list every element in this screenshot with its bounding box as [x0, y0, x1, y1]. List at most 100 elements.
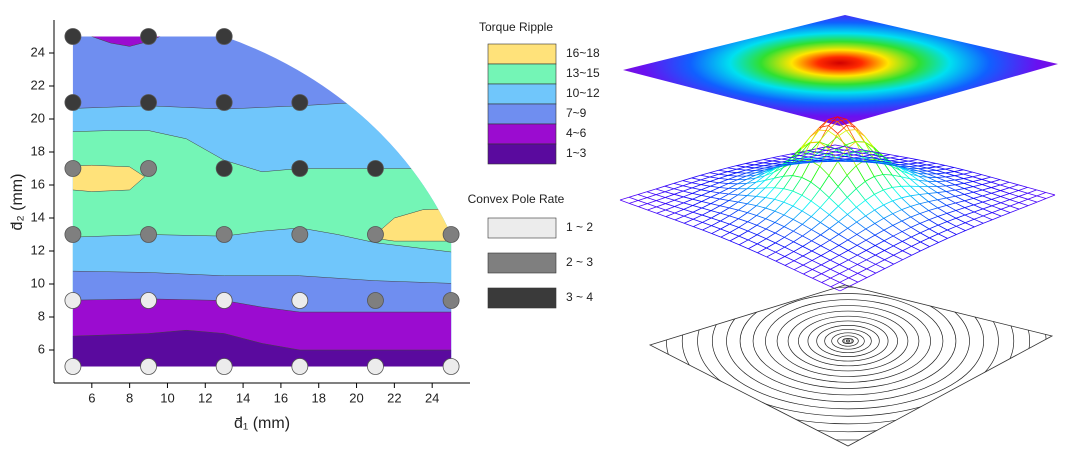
legend-label: 13~15: [566, 66, 600, 80]
mesh-line: [982, 205, 993, 210]
mesh-line: [728, 194, 739, 201]
data-point: [64, 358, 82, 375]
mesh-line: [883, 213, 893, 219]
mesh-line: [865, 200, 875, 211]
mesh-line: [982, 198, 992, 203]
mesh-line: [864, 141, 874, 148]
mesh-line: [899, 160, 909, 163]
mesh-line: [908, 160, 918, 164]
mesh-line: [863, 161, 873, 164]
mesh-line: [945, 176, 955, 181]
mesh-line: [991, 196, 1001, 200]
mesh-line: [838, 214, 848, 222]
mesh-line: [693, 226, 703, 231]
legend-title: Torque Ripple: [479, 20, 553, 34]
mesh-line: [756, 228, 767, 236]
mesh-line: [920, 237, 930, 243]
mesh-line: [827, 136, 838, 146]
mesh-line: [784, 241, 794, 248]
mesh-line: [935, 166, 946, 170]
mesh-line: [701, 207, 712, 211]
mesh-line: [855, 129, 865, 137]
mesh-line: [973, 197, 983, 203]
mesh-line: [891, 187, 902, 199]
mesh-line: [783, 175, 793, 189]
legend: 16~18 13~15 10~12 7~9 4~6 1~3 1 ~ 2 2 ~ 3 3 ~ 4: [487, 43, 600, 309]
mesh-line: [819, 141, 829, 150]
mesh-line: [947, 234, 957, 239]
mesh-line: [848, 254, 858, 261]
mesh-line: [1009, 205, 1020, 210]
mesh-line: [793, 264, 804, 271]
mesh-line: [802, 223, 812, 230]
mesh-line: [784, 265, 795, 271]
mesh-line: [774, 226, 785, 234]
mesh-line: [757, 252, 767, 258]
mesh-line: [880, 152, 891, 156]
mesh-line: [754, 164, 764, 167]
mesh-line: [683, 198, 693, 204]
mesh-line: [838, 227, 848, 235]
mesh-line: [764, 177, 775, 189]
mesh-line: [880, 155, 891, 159]
mesh-line: [881, 158, 891, 162]
mesh-line: [991, 205, 1002, 210]
mesh-line: [892, 220, 903, 226]
mesh-line: [684, 222, 694, 227]
mesh-line: [911, 232, 921, 238]
mesh-line: [791, 147, 802, 158]
mesh-line: [945, 180, 956, 186]
mesh-line: [848, 273, 858, 279]
mesh-line: [828, 133, 839, 150]
mesh-line: [817, 151, 827, 155]
mesh-line: [720, 212, 730, 217]
mesh-line: [830, 286, 841, 292]
mesh-line: [747, 224, 758, 232]
mesh-line: [846, 197, 857, 208]
y-tick-label: 20: [31, 110, 45, 125]
mesh-line: [783, 219, 794, 227]
mesh-line: [754, 161, 764, 164]
mesh-line: [908, 166, 919, 169]
mesh-line: [955, 210, 966, 216]
mesh-line: [781, 153, 791, 157]
mesh-line: [865, 209, 875, 217]
mesh-line: [792, 175, 802, 178]
mesh-line: [900, 176, 911, 187]
mesh-line: [918, 168, 928, 172]
legend-swatch: [487, 83, 557, 105]
mesh-line: [819, 125, 829, 128]
mesh-line: [848, 259, 858, 265]
mesh-line: [917, 164, 927, 167]
mesh-line: [909, 173, 920, 181]
mesh-line: [683, 190, 693, 194]
mesh-line: [819, 197, 830, 208]
mesh-line: [746, 177, 756, 184]
y-tick-label: 24: [31, 44, 45, 59]
mesh-line: [964, 207, 975, 213]
mesh-line: [919, 213, 930, 221]
mesh-line: [793, 241, 803, 247]
mesh-line: [856, 206, 866, 217]
mesh-line: [856, 234, 867, 241]
mesh-line: [793, 235, 803, 243]
mesh-line: [729, 209, 739, 217]
mesh-line: [729, 232, 740, 237]
mesh-line: [710, 196, 720, 200]
mesh-line: [747, 195, 757, 197]
mesh-line: [910, 222, 921, 228]
mesh-line: [811, 240, 822, 247]
mesh-line: [701, 203, 712, 209]
mesh-line: [808, 148, 818, 151]
mesh-line: [947, 229, 957, 235]
mesh-line: [929, 242, 939, 247]
mesh-line: [756, 215, 766, 220]
mesh-line: [928, 193, 938, 201]
mesh-line: [756, 195, 766, 198]
mesh-line: [784, 236, 794, 243]
mesh-line: [809, 157, 819, 160]
mesh-line: [918, 186, 929, 194]
mesh-line: [719, 187, 729, 189]
mesh-line: [893, 245, 903, 252]
mesh-line: [802, 260, 813, 266]
